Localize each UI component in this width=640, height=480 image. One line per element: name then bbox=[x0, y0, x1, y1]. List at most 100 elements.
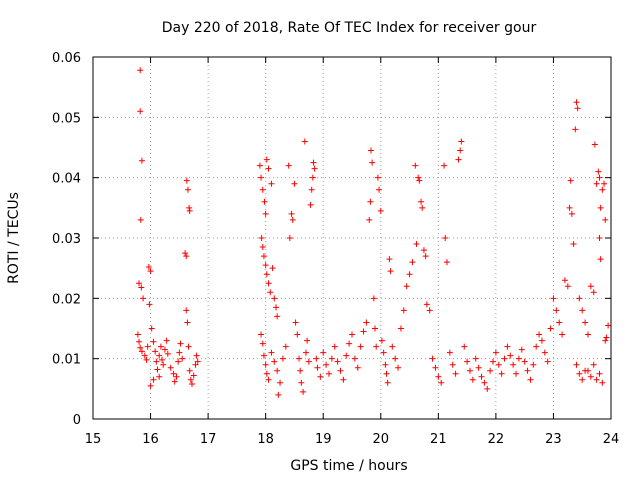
data-point bbox=[323, 361, 330, 368]
data-point bbox=[328, 355, 335, 362]
data-point bbox=[292, 319, 299, 326]
data-point bbox=[274, 367, 281, 374]
data-point bbox=[291, 180, 298, 187]
data-point bbox=[376, 186, 383, 193]
data-point bbox=[259, 186, 266, 193]
data-point bbox=[527, 376, 534, 383]
chart-title: Day 220 of 2018, Rate Of TEC Index for r… bbox=[162, 20, 537, 36]
data-point bbox=[294, 331, 301, 338]
x-axis-label: GPS time / hours bbox=[290, 458, 407, 474]
data-point bbox=[458, 138, 465, 145]
data-point bbox=[271, 295, 278, 302]
data-point bbox=[262, 210, 269, 217]
data-point bbox=[595, 168, 602, 175]
data-point bbox=[188, 381, 195, 388]
data-point bbox=[373, 343, 380, 350]
data-point bbox=[268, 349, 275, 356]
data-point bbox=[176, 349, 183, 356]
data-point bbox=[386, 256, 393, 263]
data-point bbox=[179, 355, 186, 362]
data-point bbox=[260, 352, 267, 359]
data-point bbox=[372, 325, 379, 332]
data-point bbox=[587, 283, 594, 290]
data-point bbox=[337, 367, 344, 374]
data-point bbox=[369, 159, 376, 166]
y-tick-label: 0.02 bbox=[52, 292, 81, 307]
data-point bbox=[183, 307, 190, 314]
data-point bbox=[574, 105, 581, 112]
data-point bbox=[349, 331, 355, 338]
data-point bbox=[163, 337, 170, 344]
y-tick-label: 0.05 bbox=[52, 111, 81, 126]
data-point bbox=[466, 367, 473, 374]
data-point bbox=[325, 370, 332, 377]
data-point bbox=[134, 331, 141, 338]
data-point bbox=[170, 370, 177, 377]
data-point bbox=[449, 361, 456, 368]
data-point bbox=[136, 280, 143, 287]
data-points bbox=[134, 67, 612, 398]
data-point bbox=[286, 235, 293, 241]
data-point bbox=[296, 355, 303, 362]
data-point bbox=[159, 356, 166, 363]
data-point bbox=[185, 343, 192, 350]
data-point bbox=[457, 147, 464, 154]
data-point bbox=[184, 186, 191, 193]
data-point bbox=[395, 364, 402, 371]
data-point bbox=[307, 201, 314, 208]
x-tick-label: 15 bbox=[85, 432, 102, 447]
data-point bbox=[282, 343, 289, 350]
data-point bbox=[137, 344, 144, 351]
data-point bbox=[153, 358, 160, 365]
data-point bbox=[490, 358, 497, 365]
data-point bbox=[183, 177, 190, 184]
data-point bbox=[367, 147, 374, 154]
data-point bbox=[544, 358, 551, 365]
data-point bbox=[538, 337, 545, 344]
data-point bbox=[487, 367, 494, 374]
data-point bbox=[262, 361, 269, 368]
x-tick-label: 16 bbox=[142, 432, 159, 447]
data-point bbox=[367, 198, 374, 205]
data-point bbox=[521, 358, 528, 365]
data-point bbox=[137, 108, 144, 115]
data-point bbox=[602, 337, 609, 344]
data-point bbox=[265, 376, 272, 383]
data-point bbox=[302, 349, 309, 356]
data-point bbox=[261, 198, 268, 205]
data-point bbox=[186, 204, 193, 211]
data-point bbox=[596, 235, 603, 241]
data-point bbox=[258, 235, 265, 241]
data-point bbox=[269, 265, 276, 272]
y-tick-label: 0.01 bbox=[52, 353, 81, 368]
x-tick-label: 23 bbox=[545, 432, 562, 447]
data-point bbox=[320, 349, 327, 356]
data-point bbox=[397, 325, 404, 332]
data-point bbox=[277, 379, 284, 386]
data-point bbox=[573, 361, 580, 368]
data-point bbox=[186, 207, 193, 214]
data-point bbox=[377, 207, 384, 214]
data-point bbox=[157, 343, 164, 350]
x-tick-label: 21 bbox=[430, 432, 447, 447]
data-point bbox=[387, 268, 394, 275]
data-point bbox=[138, 157, 145, 164]
data-point bbox=[268, 180, 275, 187]
data-point bbox=[304, 337, 311, 344]
data-point bbox=[515, 355, 522, 362]
data-point bbox=[564, 283, 571, 290]
data-point bbox=[267, 289, 274, 296]
data-point bbox=[317, 373, 324, 380]
data-point bbox=[507, 352, 514, 359]
data-point bbox=[298, 379, 305, 386]
data-point bbox=[429, 355, 436, 362]
data-point bbox=[144, 343, 151, 350]
data-point bbox=[194, 358, 201, 365]
y-axis: 0 0.01 0.02 0.03 0.04 0.05 0.06 bbox=[52, 51, 611, 428]
data-point bbox=[141, 352, 148, 359]
data-point bbox=[313, 355, 320, 362]
x-tick-label: 18 bbox=[257, 432, 274, 447]
y-tick-label: 0.03 bbox=[52, 232, 81, 247]
data-point bbox=[579, 376, 586, 383]
